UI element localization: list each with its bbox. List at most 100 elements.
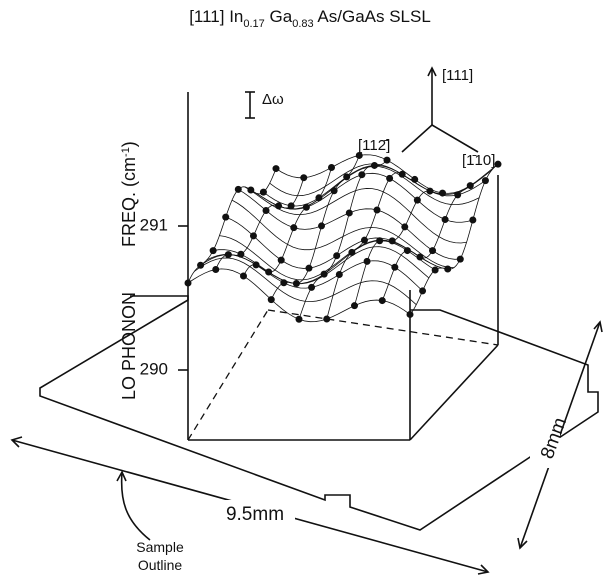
direction-label: [1̄10] xyxy=(462,152,495,169)
tick-label: 290 xyxy=(140,359,168,378)
measurement-dot xyxy=(275,202,283,210)
measurement-dot xyxy=(224,251,232,259)
measurement-dot xyxy=(401,223,409,231)
measurement-dot xyxy=(355,151,363,159)
measurement-dot xyxy=(416,253,424,261)
sample-outline-label: Sample xyxy=(136,539,184,555)
measurement-dot xyxy=(277,256,285,264)
measurement-dot xyxy=(237,250,245,258)
measurement-dot xyxy=(249,232,257,240)
measurement-dot xyxy=(456,255,464,263)
measurement-dot xyxy=(197,261,205,269)
arrowhead xyxy=(427,66,437,77)
measurement-dot xyxy=(360,236,368,244)
measurement-dot xyxy=(320,270,328,278)
measurement-dot xyxy=(252,261,260,269)
measurement-dot xyxy=(358,171,366,179)
axis-label-sup: -1 xyxy=(120,147,132,157)
title-part: As/GaAs SLSL xyxy=(314,7,431,26)
measurement-dot xyxy=(287,202,295,210)
measurement-dot xyxy=(184,279,192,287)
hidden-edge xyxy=(267,309,499,346)
dimension-label: 9.5mm xyxy=(226,504,284,525)
sample-outline-label: Outline xyxy=(138,557,183,573)
title-part: Ga xyxy=(265,7,293,26)
mesh-line xyxy=(238,189,461,260)
title-sub: 0.83 xyxy=(292,18,313,30)
hidden-edge xyxy=(187,309,269,441)
measurement-dot xyxy=(333,252,341,260)
axis-label-part: LO PHONON xyxy=(119,292,139,400)
arrowhead xyxy=(116,470,127,482)
surface xyxy=(184,151,502,323)
measurement-dot xyxy=(386,174,394,182)
measurement-dot xyxy=(290,224,298,232)
title-part: [111] In xyxy=(189,7,243,26)
mesh-line xyxy=(409,163,499,315)
measurement-dot xyxy=(209,247,217,255)
measurement-dot xyxy=(378,297,386,305)
measurement-dot xyxy=(315,194,323,202)
arrowhead xyxy=(593,320,603,333)
measurement-dot xyxy=(403,247,411,255)
measurement-dot xyxy=(431,266,439,274)
measurement-dot xyxy=(426,187,434,195)
measurement-dot xyxy=(259,188,267,196)
measurement-dot xyxy=(240,272,247,280)
direction-label: [111] xyxy=(442,67,473,84)
mesh-line xyxy=(187,268,411,323)
arrowhead xyxy=(517,537,528,550)
measurement-dot xyxy=(439,189,446,197)
measurement-dot xyxy=(265,268,273,276)
direction-arrow xyxy=(431,124,479,153)
direction-label: [112̄] xyxy=(358,137,390,154)
measurement-dot xyxy=(370,161,378,169)
measurement-dot xyxy=(247,186,255,194)
mesh-line xyxy=(263,165,486,207)
measurement-dot xyxy=(323,315,331,323)
measurement-dot xyxy=(343,173,351,181)
measurement-dot xyxy=(406,310,414,318)
measurement-dot xyxy=(469,216,477,224)
measurement-dot xyxy=(411,175,419,183)
measurement-dot xyxy=(481,177,489,185)
measurement-dot xyxy=(373,206,381,214)
measurement-dot xyxy=(454,191,462,199)
arrowhead xyxy=(477,564,490,575)
measurement-dot xyxy=(222,213,230,221)
measurement-dot xyxy=(441,216,449,224)
measurement-dot xyxy=(295,315,303,323)
measurement-dot xyxy=(305,264,313,272)
measurement-dot xyxy=(308,283,316,291)
measurement-dot xyxy=(212,265,220,273)
axis-label-part: ) xyxy=(119,141,139,147)
measurement-dot xyxy=(328,163,335,171)
sample-outline xyxy=(39,295,599,531)
measurement-dot xyxy=(383,156,391,164)
measurement-dot xyxy=(300,174,308,182)
measurement-dot xyxy=(429,247,437,255)
mesh-line xyxy=(219,235,442,281)
title-sub: 0.17 xyxy=(243,18,264,30)
measurement-dot xyxy=(419,287,427,295)
label-bg xyxy=(215,500,295,526)
measurement-dot xyxy=(234,185,242,193)
measurement-dot xyxy=(345,209,353,217)
box-edge xyxy=(409,344,499,441)
measurement-dot xyxy=(348,248,356,256)
tick-label: 291 xyxy=(140,215,168,234)
measurement-dot xyxy=(280,279,288,287)
axis-label: LO PHONON FREQ. (cm-1) xyxy=(119,141,139,400)
measurement-dot xyxy=(302,203,310,211)
label-bg xyxy=(530,408,560,468)
measurement-dot xyxy=(330,187,338,195)
scale-label: Δω xyxy=(262,91,284,108)
measurement-dot xyxy=(376,237,384,245)
measurement-dot xyxy=(466,182,474,190)
pointer-arrow xyxy=(120,471,151,541)
measurement-dot xyxy=(413,196,421,204)
title: [111] In0.17 Ga0.83 As/GaAs SLSL xyxy=(189,7,431,30)
mesh-line xyxy=(225,216,448,270)
measurement-dot xyxy=(272,165,280,173)
